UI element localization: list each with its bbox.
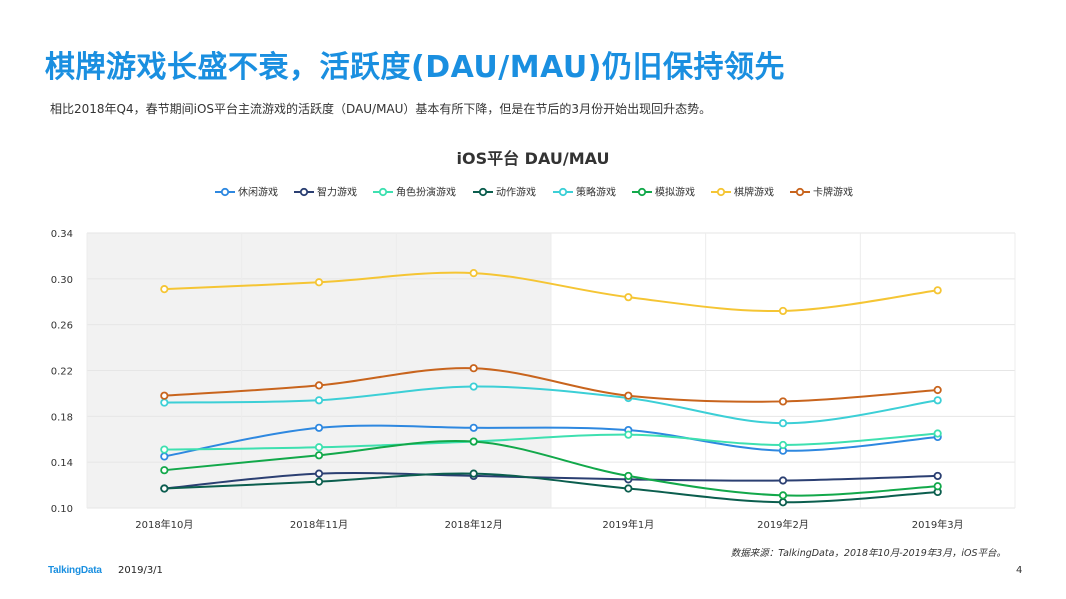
data-point — [778, 397, 788, 406]
data-point — [778, 476, 788, 485]
series-line — [164, 472, 938, 504]
data-point — [314, 443, 324, 452]
legend-marker — [795, 187, 805, 197]
data-point — [160, 285, 169, 294]
talkingdata-logo: TalkingData — [48, 565, 102, 576]
series-7 — [160, 269, 942, 316]
data-source-note: 数据来源：TalkingData，2018年10月-2019年3月，iOS平台。 — [730, 548, 1006, 559]
data-point — [469, 423, 478, 432]
data-point — [314, 423, 324, 432]
legend-label: 棋牌游戏 — [734, 186, 774, 199]
legend-item: 模拟游戏 — [632, 186, 695, 199]
data-point — [933, 482, 942, 491]
data-point — [778, 498, 788, 507]
chart-title: iOS平台 DAU/MAU — [456, 149, 610, 168]
legend-marker — [220, 187, 230, 197]
data-point — [624, 391, 633, 400]
legend-item: 休闲游戏 — [215, 186, 278, 199]
legend-item: 动作游戏 — [473, 186, 536, 199]
page-number: 4 — [1016, 565, 1023, 576]
legend-item: 角色扮演游戏 — [373, 186, 456, 199]
series-line — [164, 385, 938, 425]
data-point — [624, 484, 633, 493]
data-point — [314, 477, 324, 486]
series-line — [164, 432, 938, 451]
legend-item: 智力游戏 — [294, 186, 357, 199]
page-title: 棋牌游戏长盛不衰，活跃度(DAU/MAU)仍旧保持领先 — [45, 50, 785, 85]
legend-label: 策略游戏 — [576, 186, 616, 199]
legend-item: 卡牌游戏 — [790, 186, 853, 199]
data-point — [469, 382, 478, 391]
data-point — [314, 381, 324, 390]
data-point — [624, 293, 633, 302]
data-point — [314, 396, 324, 405]
data-point — [469, 437, 478, 446]
legend-marker — [716, 187, 726, 197]
y-tick-label: 0.26 — [51, 321, 73, 332]
y-tick-label: 0.10 — [51, 504, 73, 515]
data-point — [160, 445, 169, 454]
series-line — [164, 471, 938, 490]
data-point — [160, 466, 169, 475]
legend-marker — [558, 187, 568, 197]
legend-item: 棋牌游戏 — [711, 186, 774, 199]
data-point — [160, 391, 169, 400]
data-point — [160, 398, 169, 407]
legend-marker — [637, 187, 647, 197]
legend-item: 策略游戏 — [553, 186, 616, 199]
x-tick-label: 2019年3月 — [912, 518, 964, 531]
data-point — [933, 385, 942, 395]
y-tick-label: 0.22 — [51, 367, 73, 378]
footer-date: 2019/3/1 — [118, 565, 163, 576]
data-point — [160, 452, 169, 461]
legend-label: 休闲游戏 — [238, 186, 278, 199]
y-tick-label: 0.18 — [51, 412, 73, 423]
data-point — [778, 419, 788, 428]
legend-marker — [478, 187, 488, 197]
data-point — [160, 484, 169, 493]
page-subtitle: 相比2018年Q4，春节期间iOS平台主流游戏的活跃度（DAU/MAU）基本有所… — [50, 102, 712, 116]
data-point — [933, 396, 942, 405]
data-point — [469, 269, 478, 278]
legend-marker — [378, 187, 388, 197]
legend-label: 智力游戏 — [317, 186, 357, 199]
legend-label: 动作游戏 — [496, 186, 536, 199]
data-point — [314, 278, 324, 287]
series-4 — [160, 469, 942, 507]
data-point — [469, 364, 478, 373]
x-tick-label: 2019年1月 — [602, 518, 654, 531]
data-point — [314, 469, 324, 478]
series-line — [164, 424, 938, 458]
data-point — [933, 429, 942, 438]
data-point — [778, 440, 788, 450]
y-tick-label: 0.34 — [51, 229, 73, 240]
x-tick-label: 2018年11月 — [290, 518, 348, 531]
data-point — [778, 306, 788, 316]
data-point — [933, 471, 942, 481]
series-6 — [160, 437, 942, 500]
x-tick-label: 2019年2月 — [757, 518, 809, 531]
legend-label: 卡牌游戏 — [813, 186, 853, 199]
series-line — [164, 271, 938, 313]
legend-label: 角色扮演游戏 — [396, 186, 456, 199]
series-8 — [160, 364, 942, 406]
data-point — [624, 430, 633, 439]
data-point — [469, 469, 478, 478]
series-line — [164, 367, 938, 403]
data-point — [778, 491, 788, 500]
x-tick-label: 2018年10月 — [135, 518, 193, 531]
x-tick-label: 2018年12月 — [445, 518, 503, 531]
y-tick-label: 0.14 — [51, 458, 73, 469]
data-point — [933, 286, 942, 295]
legend-label: 模拟游戏 — [655, 186, 695, 199]
series-line — [164, 439, 938, 497]
legend-marker — [299, 187, 309, 197]
data-point — [624, 471, 633, 481]
y-tick-label: 0.30 — [51, 275, 73, 286]
data-point — [314, 451, 324, 460]
